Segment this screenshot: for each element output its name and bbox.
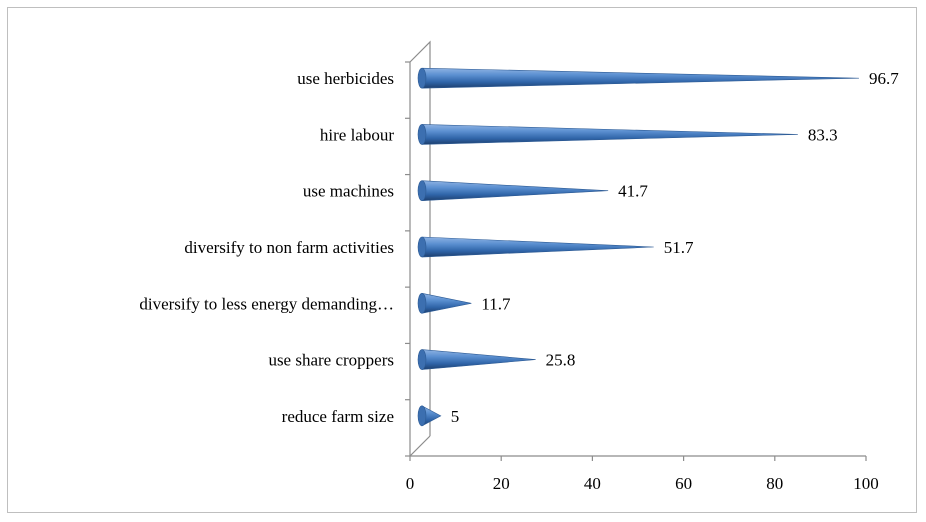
bar-base	[417, 349, 427, 370]
x-axis-ticks: 0 20 40 60 80 100	[406, 456, 879, 493]
category-label: diversify to non farm activities	[184, 238, 394, 257]
bar	[421, 236, 654, 258]
category-label: use machines	[303, 182, 394, 201]
bar	[421, 124, 798, 145]
bar	[421, 292, 472, 314]
bars	[417, 67, 859, 427]
x-tick-label: 80	[766, 474, 783, 493]
x-tick-label: 0	[406, 474, 415, 493]
x-tick-label: 20	[493, 474, 510, 493]
bar-base	[417, 124, 427, 145]
category-labels: use herbicides hire labour use machines div…	[139, 69, 394, 426]
value-label: 96.7	[869, 69, 899, 88]
bar-base	[417, 67, 427, 89]
x-tick-label: 100	[853, 474, 879, 493]
value-label: 41.7	[618, 182, 648, 201]
category-label: use share croppers	[268, 351, 394, 370]
chart-frame: use herbicides hire labour use machines div…	[7, 7, 917, 513]
x-tick-label: 60	[675, 474, 692, 493]
bar	[421, 349, 536, 370]
bar-base	[417, 292, 427, 314]
value-label: 25.8	[546, 351, 576, 370]
value-label: 5	[451, 407, 460, 426]
category-label: hire labour	[320, 125, 394, 144]
bar	[421, 67, 859, 89]
value-label: 51.7	[664, 238, 694, 257]
bar-base	[417, 236, 427, 258]
value-labels: 96.7 83.3 41.7 51.7 11.7 25.8 5	[451, 69, 899, 426]
cone-bar-chart: use herbicides hire labour use machines div…	[139, 40, 899, 493]
value-label: 11.7	[481, 294, 511, 313]
bar-base	[417, 405, 427, 427]
category-label: diversify to less energy demanding…	[139, 294, 394, 313]
category-label: use herbicides	[297, 69, 394, 88]
bar	[421, 180, 609, 202]
category-label: reduce farm size	[282, 407, 394, 426]
x-tick-label: 40	[584, 474, 601, 493]
value-label: 83.3	[808, 125, 838, 144]
floor-edge	[409, 435, 431, 457]
bar-base	[417, 180, 427, 202]
